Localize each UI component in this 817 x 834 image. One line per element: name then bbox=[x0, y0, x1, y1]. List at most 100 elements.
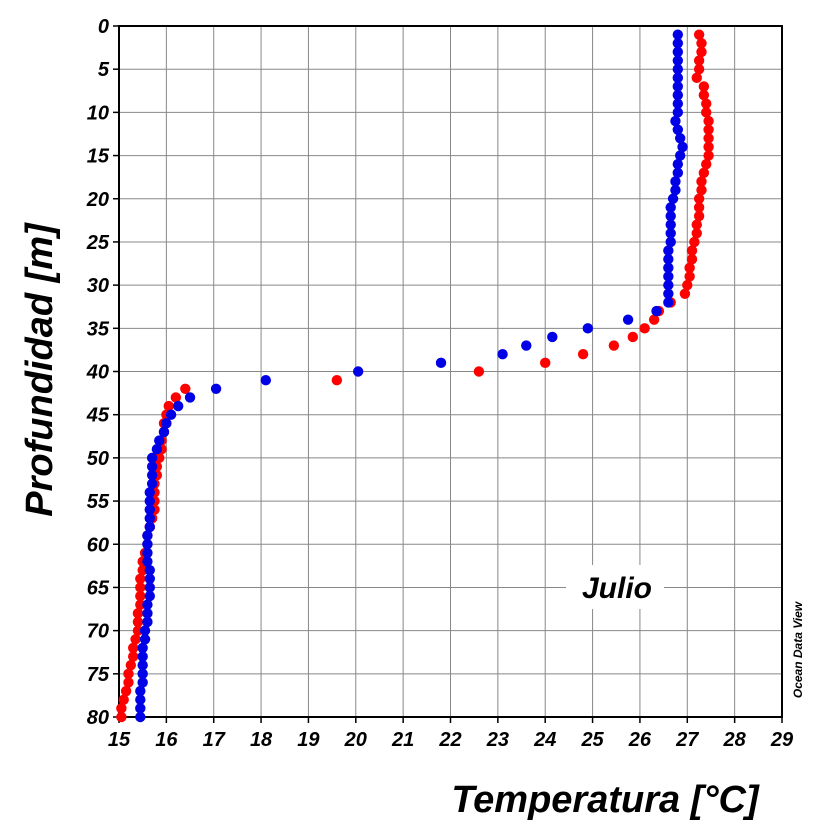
data-point bbox=[672, 72, 684, 84]
x-tick-label: 22 bbox=[438, 729, 461, 751]
x-axis-ticks: 15 16 17 18 19 20 21 22 23 24 25 26 27 28 29 bbox=[108, 717, 794, 751]
data-point bbox=[627, 331, 639, 343]
data-point bbox=[137, 564, 148, 576]
data-point bbox=[116, 703, 127, 714]
y-tick-label: 50 bbox=[87, 448, 109, 470]
data-point bbox=[170, 392, 182, 403]
data-point bbox=[137, 642, 148, 654]
data-point bbox=[137, 677, 148, 688]
y-tick-label: 45 bbox=[86, 405, 110, 427]
data-point bbox=[146, 478, 158, 489]
y-tick-label: 65 bbox=[87, 577, 110, 599]
data-point bbox=[698, 81, 710, 92]
data-point bbox=[144, 495, 155, 507]
data-point bbox=[672, 89, 684, 101]
data-point bbox=[130, 634, 141, 645]
x-tick-label: 29 bbox=[770, 729, 794, 751]
data-point bbox=[142, 556, 153, 567]
data-point bbox=[521, 340, 532, 351]
annotation-box bbox=[566, 565, 664, 609]
data-point bbox=[682, 279, 693, 291]
data-point bbox=[123, 677, 134, 688]
data-point bbox=[663, 297, 674, 308]
data-point bbox=[689, 236, 700, 248]
data-point bbox=[651, 305, 662, 317]
x-axis-title: Temperatura [°C] bbox=[451, 779, 760, 821]
y-tick-label: 15 bbox=[87, 146, 110, 168]
data-point bbox=[674, 150, 686, 161]
x-tick-label: 25 bbox=[580, 729, 604, 751]
data-point bbox=[144, 487, 155, 498]
data-point bbox=[672, 81, 684, 92]
data-point bbox=[698, 89, 710, 101]
data-point bbox=[135, 582, 146, 593]
data-point bbox=[663, 271, 674, 282]
data-point bbox=[435, 357, 447, 369]
data-point bbox=[663, 245, 674, 256]
data-point bbox=[665, 219, 676, 230]
ocean-data-view-credit: Ocean Data View bbox=[791, 601, 805, 698]
data-point bbox=[703, 150, 714, 161]
data-point bbox=[123, 668, 134, 680]
data-point bbox=[132, 616, 144, 628]
data-point bbox=[135, 694, 146, 705]
data-point bbox=[180, 383, 191, 394]
data-point bbox=[142, 616, 153, 628]
data-point bbox=[577, 349, 589, 360]
data-point bbox=[473, 366, 485, 377]
data-point bbox=[144, 513, 155, 524]
data-point bbox=[701, 98, 712, 109]
data-point bbox=[696, 184, 707, 196]
data-point bbox=[331, 374, 343, 386]
data-point bbox=[663, 279, 674, 291]
data-point bbox=[648, 314, 660, 325]
data-point bbox=[679, 288, 691, 299]
data-point bbox=[672, 29, 684, 40]
data-point bbox=[163, 400, 174, 412]
data-point bbox=[672, 107, 684, 118]
data-point bbox=[540, 357, 551, 369]
data-point bbox=[691, 72, 702, 84]
data-point bbox=[693, 63, 705, 75]
data-point bbox=[672, 98, 684, 109]
data-point bbox=[670, 176, 681, 187]
data-point bbox=[142, 547, 153, 559]
y-tick-label: 0 bbox=[98, 16, 109, 38]
data-point bbox=[154, 435, 165, 446]
x-tick-label: 26 bbox=[628, 729, 652, 751]
x-tick-label: 15 bbox=[108, 729, 131, 751]
data-point bbox=[137, 668, 148, 680]
data-point bbox=[665, 236, 676, 248]
data-points bbox=[116, 29, 714, 723]
x-tick-label: 16 bbox=[155, 729, 178, 751]
y-tick-label: 20 bbox=[86, 189, 109, 211]
data-point bbox=[665, 210, 676, 222]
y-tick-label: 75 bbox=[87, 664, 110, 686]
data-point bbox=[672, 38, 684, 49]
data-point bbox=[691, 228, 702, 239]
data-point bbox=[135, 703, 146, 714]
data-point bbox=[497, 349, 508, 360]
data-point bbox=[696, 46, 707, 58]
data-point bbox=[142, 539, 153, 550]
month-annotation: Julio bbox=[582, 572, 652, 605]
data-point bbox=[672, 124, 684, 135]
data-point bbox=[665, 202, 676, 213]
data-point bbox=[703, 133, 714, 144]
y-tick-label: 55 bbox=[87, 491, 110, 513]
data-point bbox=[352, 366, 364, 377]
x-tick-label: 20 bbox=[344, 729, 367, 751]
data-point bbox=[703, 115, 714, 127]
data-point bbox=[674, 133, 686, 144]
y-tick-label: 35 bbox=[87, 318, 110, 340]
data-point bbox=[693, 29, 705, 40]
data-point bbox=[142, 599, 153, 610]
data-point bbox=[120, 685, 132, 697]
data-point bbox=[154, 452, 165, 464]
y-tick-label: 80 bbox=[87, 707, 109, 729]
data-point bbox=[663, 288, 674, 299]
y-tick-label: 5 bbox=[98, 59, 110, 81]
data-point bbox=[139, 634, 151, 645]
data-point bbox=[135, 711, 146, 723]
